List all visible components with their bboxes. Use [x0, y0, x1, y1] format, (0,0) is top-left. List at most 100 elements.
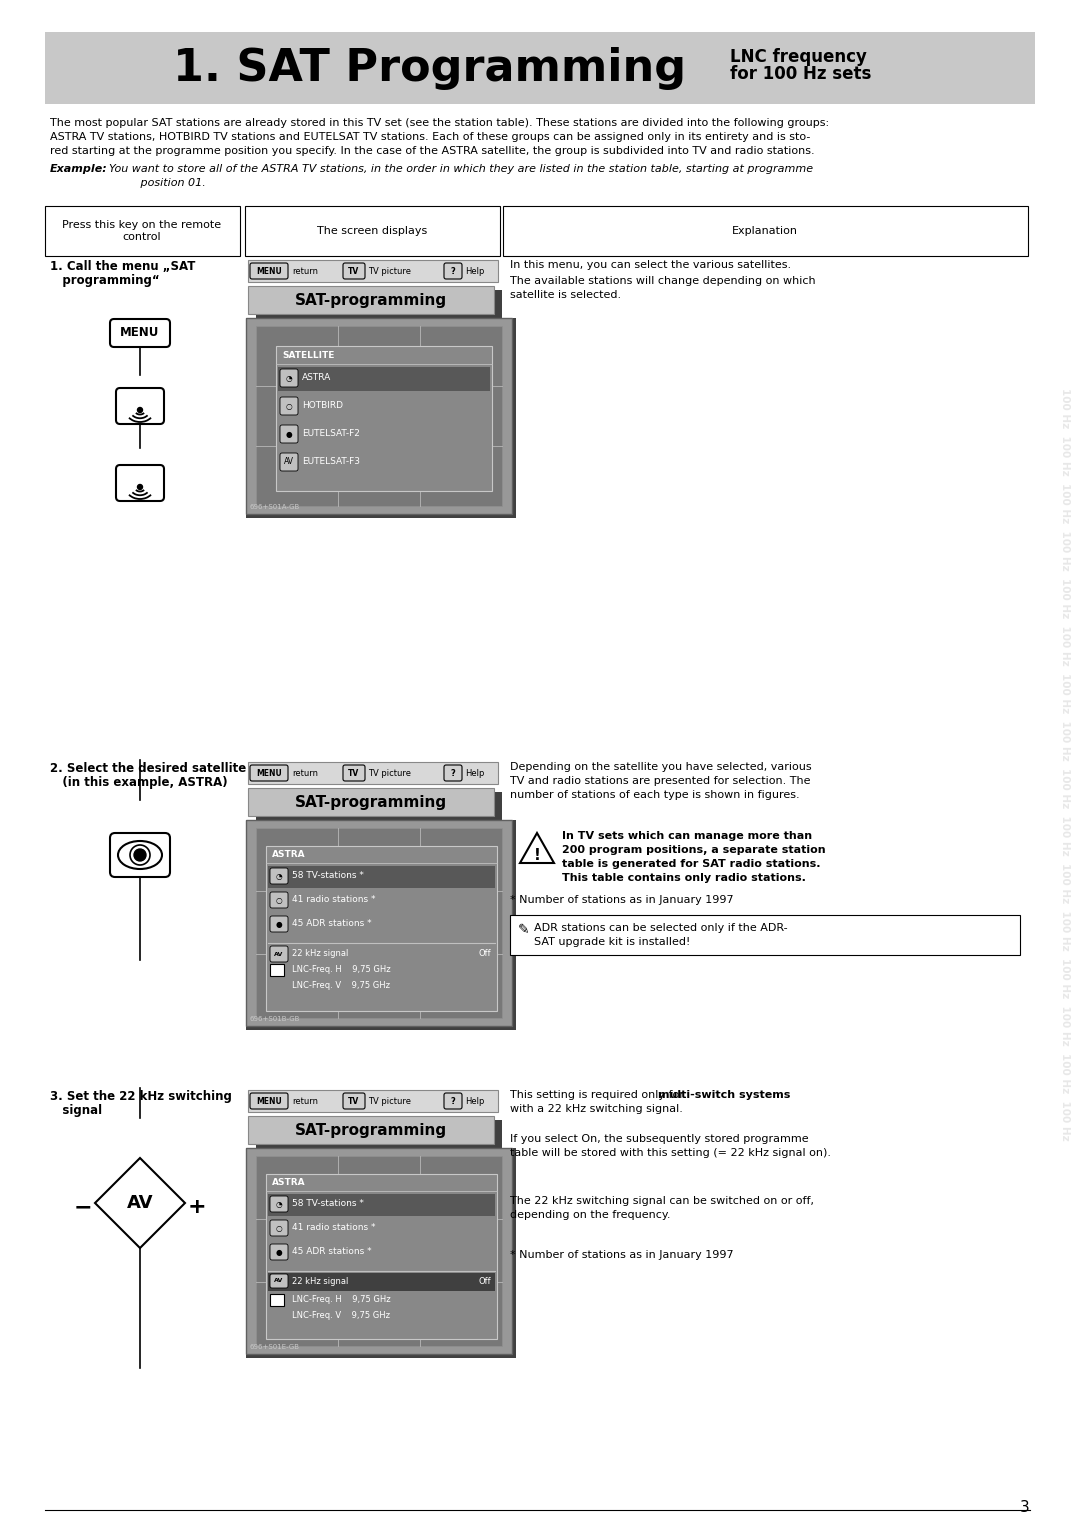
- Bar: [256, 1120, 502, 1148]
- Bar: [268, 866, 495, 888]
- FancyBboxPatch shape: [343, 766, 365, 781]
- Text: LNC-Freq. V    9,75 GHz: LNC-Freq. V 9,75 GHz: [292, 1311, 390, 1320]
- Text: MENU: MENU: [256, 769, 282, 778]
- FancyBboxPatch shape: [280, 397, 298, 416]
- Text: 200 program positions, a separate station: 200 program positions, a separate statio…: [562, 845, 825, 856]
- Text: signal: signal: [50, 1105, 103, 1117]
- Circle shape: [134, 850, 146, 860]
- Text: −: −: [73, 1196, 92, 1216]
- Text: The 22 kHz switching signal can be switched on or off,: The 22 kHz switching signal can be switc…: [510, 1196, 814, 1206]
- Text: table is generated for SAT radio stations.: table is generated for SAT radio station…: [562, 859, 821, 869]
- Text: LNC-Freq. H    9,75 GHz: LNC-Freq. H 9,75 GHz: [292, 1296, 391, 1305]
- Text: TV and radio stations are presented for selection. The: TV and radio stations are presented for …: [510, 776, 810, 785]
- Text: The most popular SAT stations are already stored in this TV set (see the station: The most popular SAT stations are alread…: [50, 118, 829, 128]
- Text: Example:: Example:: [50, 163, 108, 174]
- Text: Depending on the satellite you have selected, various: Depending on the satellite you have sele…: [510, 762, 812, 772]
- Text: return: return: [292, 266, 318, 275]
- Text: EUTELSAT-F2: EUTELSAT-F2: [302, 429, 360, 439]
- Bar: [266, 1174, 497, 1339]
- Text: 696+S01A-GB: 696+S01A-GB: [249, 504, 300, 510]
- Text: MENU: MENU: [120, 327, 160, 339]
- FancyBboxPatch shape: [270, 915, 288, 932]
- Text: AV: AV: [274, 1279, 284, 1284]
- Text: !: !: [534, 848, 540, 862]
- Text: position 01.: position 01.: [102, 177, 206, 188]
- FancyBboxPatch shape: [444, 766, 462, 781]
- Text: Help: Help: [465, 769, 484, 778]
- Text: This table contains only radio stations.: This table contains only radio stations.: [562, 872, 806, 883]
- Text: (in this example, ASTRA): (in this example, ASTRA): [50, 776, 228, 788]
- Text: TV picture: TV picture: [368, 769, 411, 778]
- FancyBboxPatch shape: [249, 1093, 288, 1109]
- Bar: [268, 1273, 495, 1291]
- Bar: [248, 1089, 498, 1112]
- Text: 100 Hz  100 Hz  100 Hz  100 Hz  100 Hz  100 Hz  100 Hz  100 Hz  100 Hz  100 Hz  : 100 Hz 100 Hz 100 Hz 100 Hz 100 Hz 100 H…: [1059, 388, 1070, 1140]
- Text: MENU: MENU: [256, 266, 282, 275]
- Text: TV: TV: [349, 266, 360, 275]
- FancyBboxPatch shape: [270, 1244, 288, 1261]
- Circle shape: [137, 484, 143, 489]
- Text: table will be stored with this setting (= 22 kHz signal on).: table will be stored with this setting (…: [510, 1148, 831, 1158]
- Text: * Number of stations as in January 1997: * Number of stations as in January 1997: [510, 1250, 733, 1261]
- Text: ?: ?: [450, 1097, 456, 1105]
- Text: 58 TV-stations *: 58 TV-stations *: [292, 1199, 364, 1209]
- Text: If you select On, the subsequently stored programme: If you select On, the subsequently store…: [510, 1134, 809, 1144]
- Text: satellite is selected.: satellite is selected.: [510, 290, 621, 299]
- FancyBboxPatch shape: [270, 1219, 288, 1236]
- Text: ●: ●: [275, 920, 282, 929]
- Bar: [248, 788, 494, 816]
- Text: 696+S01E-GB: 696+S01E-GB: [249, 1345, 300, 1351]
- FancyBboxPatch shape: [343, 263, 365, 280]
- FancyBboxPatch shape: [270, 1196, 288, 1212]
- Text: multi-switch systems: multi-switch systems: [658, 1089, 791, 1100]
- Text: depending on the frequency.: depending on the frequency.: [510, 1210, 671, 1219]
- Text: Explanation: Explanation: [732, 226, 798, 235]
- Text: AV: AV: [126, 1193, 153, 1212]
- Text: ◔: ◔: [286, 373, 293, 382]
- Bar: [278, 367, 490, 391]
- Bar: [256, 828, 502, 1018]
- Text: ADR stations can be selected only if the ADR-: ADR stations can be selected only if the…: [534, 923, 787, 934]
- Text: ◔: ◔: [275, 871, 282, 880]
- Text: ASTRA TV stations, HOTBIRD TV stations and EUTELSAT TV stations. Each of these g: ASTRA TV stations, HOTBIRD TV stations a…: [50, 131, 810, 142]
- Text: 3. Set the 22 kHz switching: 3. Set the 22 kHz switching: [50, 1089, 232, 1103]
- Bar: [248, 762, 498, 784]
- Bar: [266, 847, 497, 1012]
- Text: return: return: [292, 1097, 318, 1105]
- Text: 696+S01B-GB: 696+S01B-GB: [249, 1016, 300, 1022]
- Text: LNC frequency: LNC frequency: [730, 47, 867, 66]
- Circle shape: [137, 408, 143, 413]
- Text: 41 radio stations *: 41 radio stations *: [292, 1224, 376, 1233]
- Bar: [248, 286, 494, 313]
- Text: ASTRA: ASTRA: [272, 850, 306, 859]
- Text: Off: Off: [478, 1276, 491, 1285]
- FancyBboxPatch shape: [270, 868, 288, 885]
- Text: LNC-Freq. V    9,75 GHz: LNC-Freq. V 9,75 GHz: [292, 981, 390, 990]
- Bar: [246, 821, 516, 1030]
- Text: This setting is required only for: This setting is required only for: [510, 1089, 687, 1100]
- Text: TV: TV: [349, 1097, 360, 1105]
- Text: programming“: programming“: [50, 274, 160, 287]
- Ellipse shape: [118, 840, 162, 869]
- Text: Off: Off: [478, 949, 491, 958]
- Text: * Number of stations as in January 1997: * Number of stations as in January 1997: [510, 895, 733, 905]
- Bar: [245, 206, 500, 257]
- Text: TV picture: TV picture: [368, 266, 411, 275]
- Bar: [268, 1193, 495, 1216]
- Text: number of stations of each type is shown in figures.: number of stations of each type is shown…: [510, 790, 799, 801]
- Bar: [276, 345, 492, 490]
- Text: ◔: ◔: [275, 1199, 282, 1209]
- Text: 58 TV-stations *: 58 TV-stations *: [292, 871, 364, 880]
- Text: AV: AV: [284, 457, 294, 466]
- Text: for 100 Hz sets: for 100 Hz sets: [730, 66, 872, 83]
- Bar: [256, 1157, 502, 1346]
- Text: ○: ○: [275, 1224, 282, 1233]
- Text: SAT-programming: SAT-programming: [295, 292, 447, 307]
- Polygon shape: [95, 1158, 185, 1248]
- Text: ?: ?: [450, 769, 456, 778]
- Text: 3: 3: [1021, 1500, 1030, 1514]
- Text: HOTBIRD: HOTBIRD: [302, 402, 343, 411]
- Text: ●: ●: [275, 1247, 282, 1256]
- Text: 1. SAT Programming: 1. SAT Programming: [174, 46, 687, 90]
- FancyBboxPatch shape: [116, 465, 164, 501]
